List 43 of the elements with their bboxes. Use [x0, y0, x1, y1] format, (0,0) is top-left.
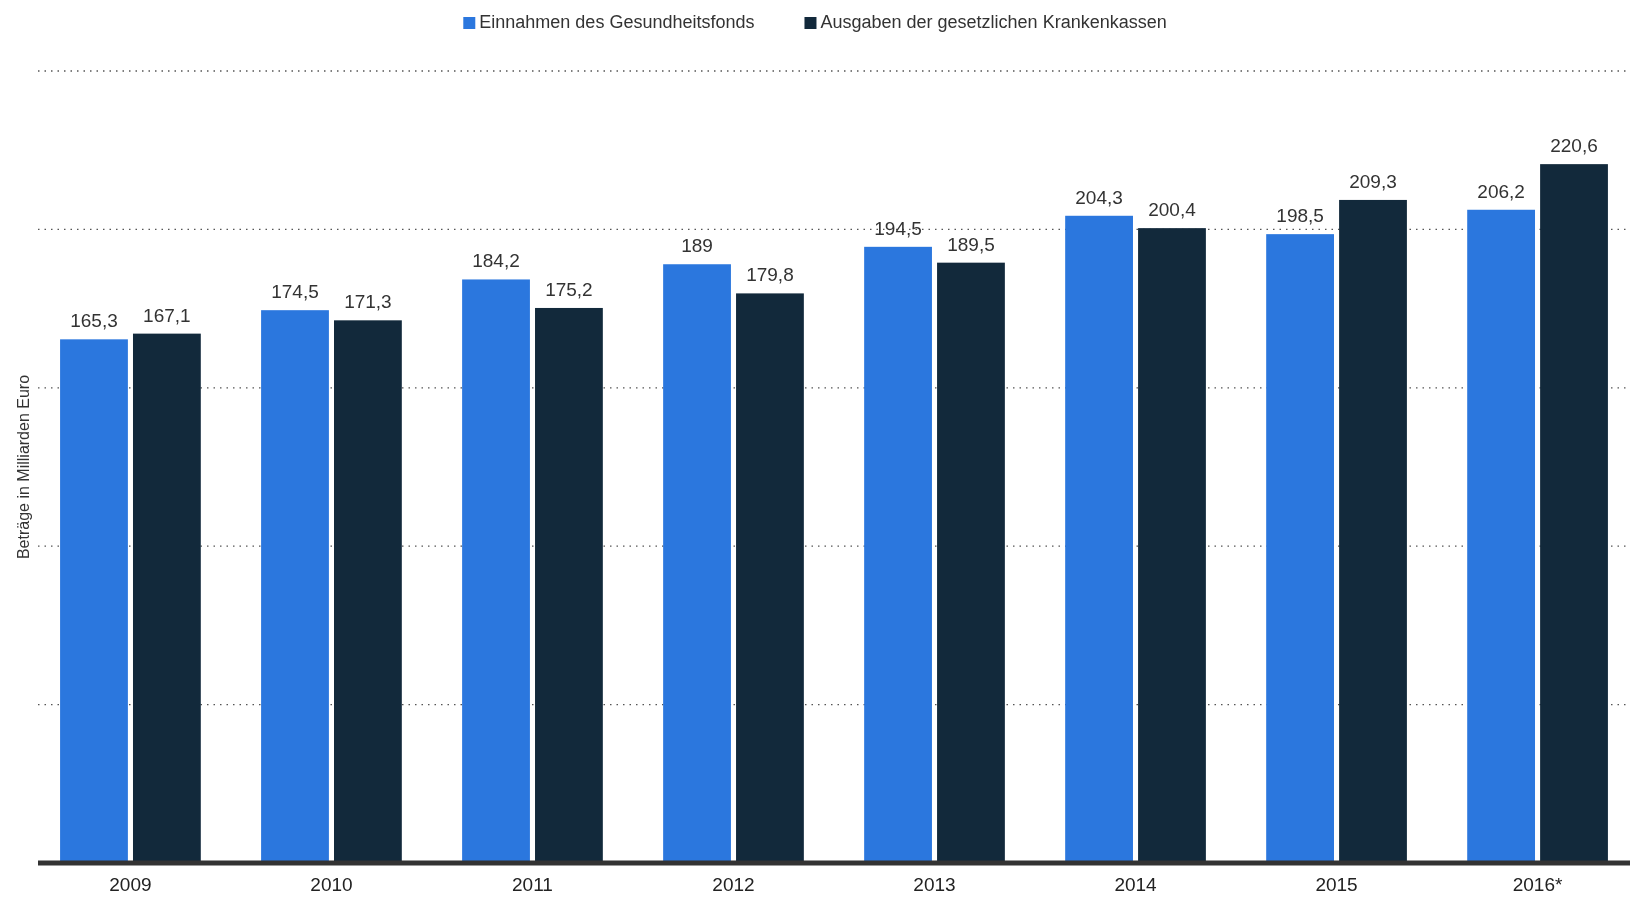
bar	[1540, 164, 1608, 863]
data-label: 220,6	[1550, 135, 1598, 157]
data-label: 204,3	[1075, 186, 1123, 208]
bar	[663, 264, 731, 863]
bar	[1467, 209, 1536, 863]
data-label: 165,3	[70, 310, 118, 332]
data-label: 194,5	[874, 217, 922, 239]
bar	[864, 246, 932, 863]
data-label: 175,2	[545, 278, 593, 300]
data-label: 200,4	[1148, 199, 1197, 221]
bar	[1266, 234, 1334, 863]
data-label: 171,3	[344, 291, 392, 313]
bar	[261, 310, 329, 863]
x-tick-label: 2012	[712, 874, 755, 895]
x-tick-label: 2011	[512, 874, 553, 895]
data-label: 174,5	[271, 281, 319, 303]
x-tick-label: 2009	[109, 874, 152, 895]
legend-label: Ausgaben der gesetzlichen Krankenkassen	[820, 12, 1167, 32]
x-tick-label: 2016*	[1512, 874, 1563, 895]
x-tick-label: 2010	[310, 874, 353, 895]
x-tick-label: 2015	[1315, 874, 1358, 895]
x-tick-label: 2014	[1114, 874, 1158, 895]
bar	[1065, 215, 1133, 863]
y-axis-title: Beträge in Milliarden Euro	[15, 374, 32, 560]
bar	[462, 279, 530, 863]
data-label: 189	[681, 235, 713, 257]
data-label: 184,2	[472, 250, 520, 272]
data-label: 209,3	[1349, 170, 1397, 192]
legend-label: Einnahmen des Gesundheitsfonds	[479, 12, 755, 32]
data-label: 206,2	[1477, 180, 1525, 202]
bar	[1339, 199, 1407, 863]
data-label: 189,5	[947, 233, 995, 255]
bar	[60, 339, 128, 863]
x-tick-label: 2013	[913, 874, 956, 895]
bar	[736, 293, 804, 863]
data-label: 179,8	[746, 264, 794, 286]
data-label: 198,5	[1276, 205, 1324, 227]
bar	[535, 307, 603, 863]
bar	[1138, 228, 1206, 863]
bar	[132, 333, 201, 863]
data-label: 167,1	[143, 304, 191, 326]
bar	[334, 320, 402, 863]
bar	[937, 262, 1005, 863]
